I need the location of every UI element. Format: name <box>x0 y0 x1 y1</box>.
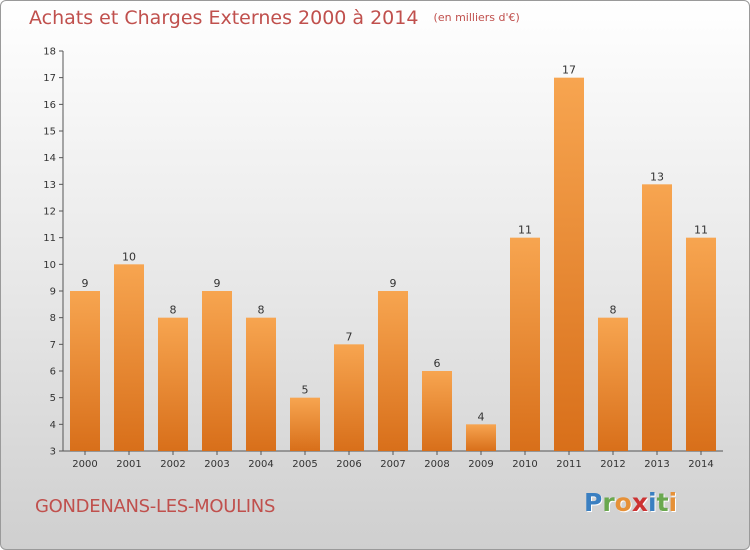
value-label: 4 <box>478 410 485 423</box>
x-tick-label: 2002 <box>160 459 185 470</box>
x-tick-label: 2004 <box>248 459 273 470</box>
value-label: 9 <box>214 277 221 290</box>
x-tick-label: 2011 <box>556 459 581 470</box>
value-label: 6 <box>434 357 441 370</box>
x-tick-label: 2013 <box>644 459 669 470</box>
proxiti-logo: Proxiti <box>584 488 677 517</box>
x-tick-label: 2009 <box>468 459 493 470</box>
bar-2003 <box>202 291 232 451</box>
bar-2000 <box>70 291 100 451</box>
y-tick-label: 8 <box>50 313 56 324</box>
y-tick-label: 18 <box>43 47 56 58</box>
y-tick-label: 13 <box>43 180 56 191</box>
y-tick-label: 4 <box>50 420 56 431</box>
value-label: 8 <box>610 304 617 317</box>
y-tick-label: 6 <box>50 367 56 378</box>
y-tick-label: 10 <box>43 260 56 271</box>
y-tick-label: 15 <box>43 127 56 138</box>
logo-letter: r <box>602 488 615 517</box>
y-tick-label: 11 <box>43 233 56 244</box>
bar-2009 <box>466 424 496 451</box>
value-label: 13 <box>650 170 664 183</box>
logo-letter: o <box>614 488 632 517</box>
x-tick-label: 2001 <box>116 459 141 470</box>
y-tick-label: 12 <box>43 207 56 218</box>
value-label: 9 <box>82 277 89 290</box>
bar-2010 <box>510 237 540 451</box>
chart-title-row: Achats et Charges Externes 2000 à 2014 (… <box>29 7 520 29</box>
commune-name: GONDENANS-LES-MOULINS <box>35 496 276 517</box>
y-tick-label: 5 <box>50 393 56 404</box>
x-tick-label: 2006 <box>336 459 361 470</box>
logo-letter: t <box>656 488 669 517</box>
logo-letter: P <box>584 488 603 517</box>
x-tick-label: 2005 <box>292 459 317 470</box>
x-tick-label: 2008 <box>424 459 449 470</box>
bar-2002 <box>158 317 188 451</box>
value-label: 10 <box>122 250 136 263</box>
logo-letter: x <box>631 488 648 517</box>
value-label: 5 <box>302 384 309 397</box>
y-tick-label: 9 <box>50 287 56 298</box>
y-tick-label: 7 <box>50 340 56 351</box>
bar-2005 <box>290 397 320 451</box>
bar-2011 <box>554 77 584 452</box>
bar-2007 <box>378 291 408 451</box>
value-label: 11 <box>518 224 532 237</box>
value-label: 8 <box>170 304 177 317</box>
y-tick-label: 17 <box>43 73 56 84</box>
x-tick-label: 2010 <box>512 459 537 470</box>
bar-2008 <box>422 371 452 451</box>
logo-letter: i <box>668 488 678 517</box>
bar-2006 <box>334 344 364 451</box>
value-label: 11 <box>694 224 708 237</box>
value-label: 7 <box>346 330 353 343</box>
value-label: 17 <box>562 64 576 77</box>
chart-title: Achats et Charges Externes 2000 à 2014 <box>29 7 419 29</box>
chart-subtitle: (en milliers d'€) <box>433 11 520 24</box>
bar-2013 <box>642 184 672 452</box>
y-tick-label: 3 <box>50 447 56 458</box>
bar-2012 <box>598 317 628 451</box>
x-tick-label: 2000 <box>72 459 97 470</box>
value-label: 9 <box>390 277 397 290</box>
x-tick-label: 2012 <box>600 459 625 470</box>
bar-2014 <box>686 237 716 451</box>
bar-2004 <box>246 317 276 451</box>
value-label: 8 <box>258 304 265 317</box>
y-tick-label: 16 <box>43 100 56 111</box>
y-tick-label: 14 <box>43 153 56 164</box>
bar-2001 <box>114 264 144 451</box>
x-tick-label: 2007 <box>380 459 405 470</box>
x-tick-label: 2014 <box>688 459 713 470</box>
x-tick-label: 2003 <box>204 459 229 470</box>
logo-letter: i <box>648 488 657 517</box>
